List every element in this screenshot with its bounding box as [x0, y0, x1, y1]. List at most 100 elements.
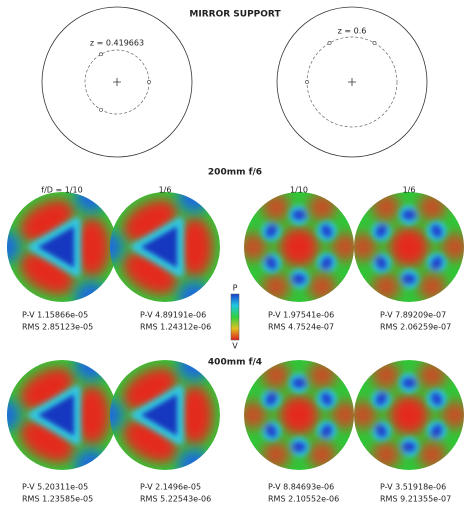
rms-label: RMS 5.22543e-06 [140, 495, 211, 504]
rms-label: RMS 1.23585e-05 [22, 495, 93, 504]
map-high [331, 401, 354, 429]
map-low [292, 378, 306, 388]
pv-label: P-V 3.51918e-06 [380, 483, 446, 492]
map-high [418, 193, 446, 222]
map-edge-low [178, 449, 210, 470]
column-label: 1/6 [403, 186, 416, 195]
map-high [74, 217, 110, 277]
map-low [375, 224, 387, 238]
map-low [38, 394, 74, 436]
rms-label: RMS 2.10552e-06 [268, 495, 339, 504]
map-low [402, 378, 416, 388]
map-high [389, 227, 429, 267]
map-low [375, 424, 387, 438]
column-label: 1/6 [159, 186, 172, 195]
map-high [372, 440, 400, 469]
map-high [372, 361, 400, 390]
map-low [375, 256, 387, 270]
map-high [262, 361, 290, 390]
deformation-map [244, 192, 354, 302]
map-high [279, 395, 319, 435]
map-high [418, 272, 446, 301]
map-high [389, 395, 429, 435]
map-low [321, 392, 333, 406]
colorbar-top: P [233, 284, 238, 293]
map-high [418, 361, 446, 390]
map-high [308, 440, 336, 469]
map-high [177, 385, 213, 445]
maps [7, 192, 464, 470]
map-edge-low [75, 360, 107, 381]
map-high [308, 272, 336, 301]
map-low [321, 256, 333, 270]
map-high [262, 272, 290, 301]
map-high [372, 272, 400, 301]
map-high [244, 233, 267, 261]
rms-label: RMS 9.21355e-07 [380, 495, 451, 504]
map-high [354, 233, 377, 261]
center-mark [348, 78, 356, 86]
support-point [99, 52, 103, 57]
map-high [441, 233, 464, 261]
pv-label: P-V 2.1496e-05 [140, 483, 201, 492]
map-low [292, 442, 306, 452]
column-label: f/D = 1/10 [41, 186, 82, 195]
support-point [147, 80, 151, 84]
deformation-map [354, 360, 464, 470]
map-low [402, 442, 416, 452]
map-high [262, 193, 290, 222]
map-edge-low [75, 281, 107, 302]
pv-label: P-V 1.97541e-06 [268, 311, 334, 320]
map-low [292, 274, 306, 284]
pv-label: P-V 4.89191e-06 [140, 311, 206, 320]
map-high [308, 193, 336, 222]
map-low [375, 392, 387, 406]
map-low [265, 424, 277, 438]
map-low [431, 256, 443, 270]
map-edge-low [178, 360, 210, 381]
deformation-map [110, 360, 220, 470]
deformation-map [7, 360, 117, 470]
rms-label: RMS 2.85123e-05 [22, 323, 93, 332]
map-low [141, 226, 177, 268]
rms-label: RMS 2.06259e-07 [380, 323, 451, 332]
support-point [99, 107, 103, 112]
map-low [292, 210, 306, 220]
support-point [372, 41, 377, 45]
mirror-outline [276, 6, 428, 158]
map-edge-low [7, 399, 20, 431]
map-high [262, 440, 290, 469]
map-high [354, 401, 377, 429]
title: MIRROR SUPPORT [189, 10, 281, 20]
colorbar [230, 293, 240, 341]
map-low [141, 394, 177, 436]
pv-label: P-V 5.20311e-05 [22, 483, 88, 492]
map-high [308, 361, 336, 390]
map-low [431, 224, 443, 238]
deformation-map [244, 360, 354, 470]
map-edge-low [178, 281, 210, 302]
support-label: z = 0.419663 [90, 39, 144, 48]
support-point [327, 41, 332, 45]
map-low [402, 274, 416, 284]
support-label: z = 0.6 [338, 27, 367, 36]
mirror-outline [41, 6, 193, 158]
deformation-map [354, 192, 464, 302]
map-low [265, 256, 277, 270]
section-title: 400mm f/4 [208, 358, 262, 368]
pv-label: P-V 8.84693e-06 [268, 483, 334, 492]
map-low [265, 392, 277, 406]
map-edge-low [110, 399, 123, 431]
support-diagrams [41, 6, 428, 158]
rms-label: RMS 1.24312e-06 [140, 323, 211, 332]
map-low [321, 424, 333, 438]
map-edge-low [7, 231, 20, 263]
section-title: 200mm f/6 [208, 168, 262, 178]
deformation-map [7, 192, 117, 302]
map-high [74, 385, 110, 445]
map-edge-low [75, 449, 107, 470]
rms-label: RMS 4.7524e-07 [268, 323, 334, 332]
map-low [265, 224, 277, 238]
map-edge-low [178, 192, 210, 213]
